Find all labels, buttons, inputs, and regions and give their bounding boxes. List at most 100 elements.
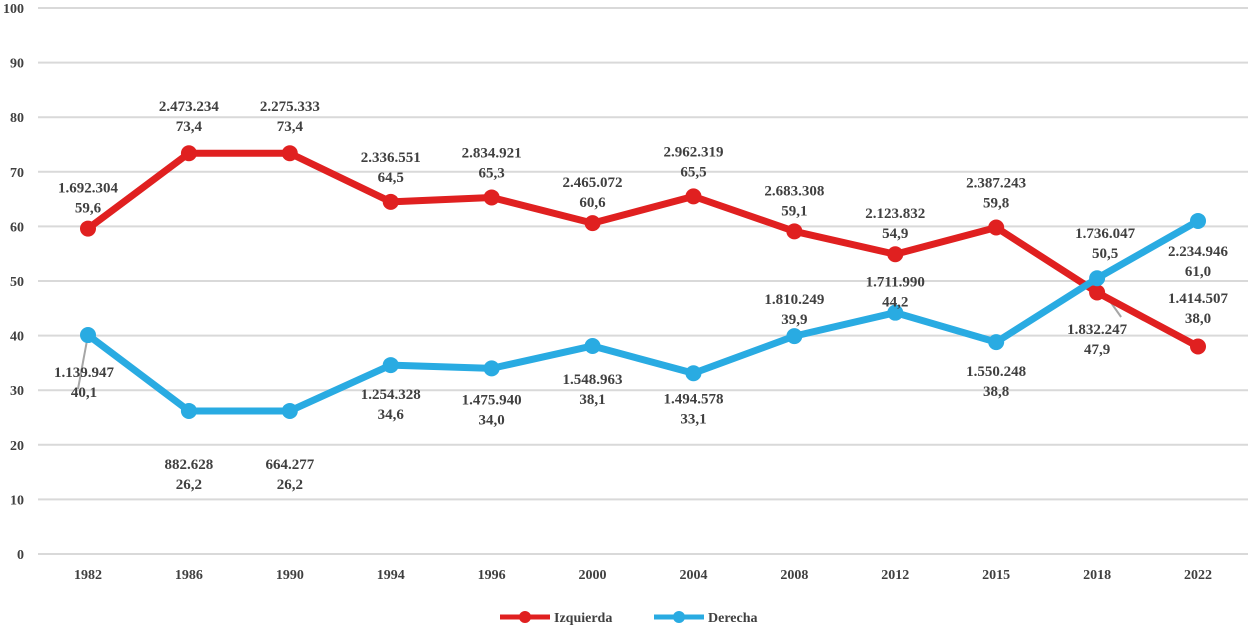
data-label-count: 1.692.304 — [58, 181, 119, 197]
data-label-percent: 73,4 — [176, 119, 203, 135]
x-tick-label: 1994 — [377, 568, 405, 583]
data-point-izquierda — [685, 188, 702, 205]
data-point-izquierda — [382, 193, 399, 210]
x-axis: 1982 1986 1990 1994 1996 2000 2004 2008 2012 2015… — [74, 568, 1212, 583]
data-label-count: 2.683.308 — [764, 183, 824, 199]
x-tick-label: 2008 — [780, 568, 808, 583]
data-point-izquierda — [988, 219, 1005, 236]
y-tick-label: 20 — [10, 439, 24, 454]
data-label-count: 1.810.249 — [764, 292, 824, 308]
data-label-percent: 38,8 — [983, 384, 1009, 400]
data-label-percent: 50,5 — [1092, 246, 1118, 262]
x-tick-label: 2000 — [579, 568, 607, 583]
data-label-percent: 65,3 — [479, 165, 505, 181]
data-point-derecha — [180, 402, 197, 419]
gridlines — [38, 7, 1248, 555]
data-label-count: 2.123.832 — [865, 206, 925, 222]
data-label-percent: 34,6 — [378, 407, 405, 423]
data-label-percent: 26,2 — [176, 477, 202, 493]
data-label-count: 2.275.333 — [260, 99, 320, 115]
data-point-izquierda — [1190, 338, 1206, 355]
data-label-percent: 38,1 — [579, 392, 605, 408]
data-point-izquierda — [281, 145, 298, 162]
data-label-percent: 47,9 — [1084, 342, 1110, 358]
data-label-count: 1.414.507 — [1168, 291, 1229, 307]
series-line-izquierda — [84, 149, 1202, 351]
y-tick-label: 0 — [17, 548, 24, 563]
x-tick-label: 1986 — [175, 568, 203, 583]
data-label-count: 1.494.578 — [663, 391, 723, 407]
legend-marker-izquierda — [519, 611, 531, 623]
data-point-derecha — [281, 402, 298, 419]
data-label-count: 2.962.319 — [663, 144, 723, 160]
data-label-count: 1.548.963 — [563, 372, 623, 388]
data-label-percent: 39,9 — [781, 312, 807, 328]
data-label-count: 882.628 — [165, 457, 214, 473]
data-point-derecha — [80, 327, 96, 344]
y-axis: 0 10 20 30 40 50 60 70 80 90 100 — [3, 2, 24, 563]
data-label-percent: 34,0 — [479, 412, 505, 428]
y-tick-label: 30 — [10, 384, 24, 399]
data-label-count: 1.139.947 — [54, 365, 115, 381]
data-label-count: 1.254.328 — [361, 387, 421, 403]
data-label-count: 2.834.921 — [462, 145, 522, 161]
x-tick-label: 1982 — [74, 568, 102, 583]
data-label-percent: 60,6 — [579, 195, 606, 211]
data-label-percent: 40,1 — [71, 385, 97, 401]
data-point-izquierda — [180, 145, 197, 162]
leader-line — [77, 334, 89, 390]
data-point-izquierda — [786, 223, 803, 240]
data-label-percent: 61,0 — [1185, 264, 1211, 280]
data-label-percent: 59,6 — [75, 201, 102, 217]
data-label-percent: 64,5 — [378, 170, 404, 186]
data-point-izquierda — [483, 189, 500, 206]
data-label-percent: 73,4 — [277, 119, 304, 135]
data-label-count: 1.736.047 — [1075, 226, 1136, 242]
data-point-izquierda — [887, 246, 904, 263]
y-tick-label: 100 — [3, 2, 24, 17]
data-label-count: 1.475.940 — [462, 392, 522, 408]
data-point-derecha — [1190, 212, 1206, 229]
data-label-count: 1.711.990 — [866, 275, 925, 291]
data-label-count: 1.550.248 — [966, 364, 1026, 380]
data-point-derecha — [1089, 270, 1106, 287]
y-tick-label: 60 — [10, 220, 24, 235]
x-tick-label: 2018 — [1083, 568, 1111, 583]
legend: Izquierda Derecha — [500, 611, 758, 626]
data-label-percent: 33,1 — [680, 411, 706, 427]
data-label-percent: 26,2 — [277, 477, 303, 493]
series-line-derecha — [84, 217, 1202, 415]
data-label-count: 2.234.946 — [1168, 244, 1229, 260]
x-tick-label: 2004 — [679, 568, 707, 583]
data-labels: 1.692.304 59,6 2.473.234 73,4 2.275.333 73,4 2… — [54, 99, 1229, 493]
x-tick-label: 2022 — [1184, 568, 1212, 583]
data-point-derecha — [685, 365, 702, 382]
y-tick-label: 90 — [10, 57, 24, 72]
data-point-derecha — [584, 337, 601, 354]
data-point-derecha — [382, 357, 399, 374]
x-tick-label: 1990 — [276, 568, 304, 583]
data-point-derecha — [483, 360, 500, 377]
data-label-percent: 38,0 — [1185, 311, 1211, 327]
legend-marker-derecha — [673, 611, 685, 623]
data-label-count: 2.473.234 — [159, 99, 220, 115]
y-tick-label: 40 — [10, 330, 24, 345]
data-label-count: 1.832.247 — [1067, 322, 1128, 338]
y-tick-label: 70 — [10, 166, 24, 181]
data-point-derecha — [786, 328, 803, 345]
data-label-percent: 59,8 — [983, 195, 1009, 211]
data-label-percent: 44,2 — [882, 295, 908, 311]
data-label-count: 664.277 — [265, 457, 314, 473]
data-point-derecha — [988, 334, 1005, 351]
y-tick-label: 10 — [10, 493, 24, 508]
data-point-izquierda — [584, 215, 601, 232]
series-group — [80, 145, 1206, 419]
data-point-izquierda — [1089, 284, 1106, 301]
data-label-count: 2.465.072 — [563, 175, 623, 191]
data-label-percent: 54,9 — [882, 226, 908, 242]
x-tick-label: 2012 — [881, 568, 909, 583]
data-point-izquierda — [80, 220, 96, 237]
x-tick-label: 2015 — [982, 568, 1010, 583]
data-label-percent: 65,5 — [680, 164, 706, 180]
